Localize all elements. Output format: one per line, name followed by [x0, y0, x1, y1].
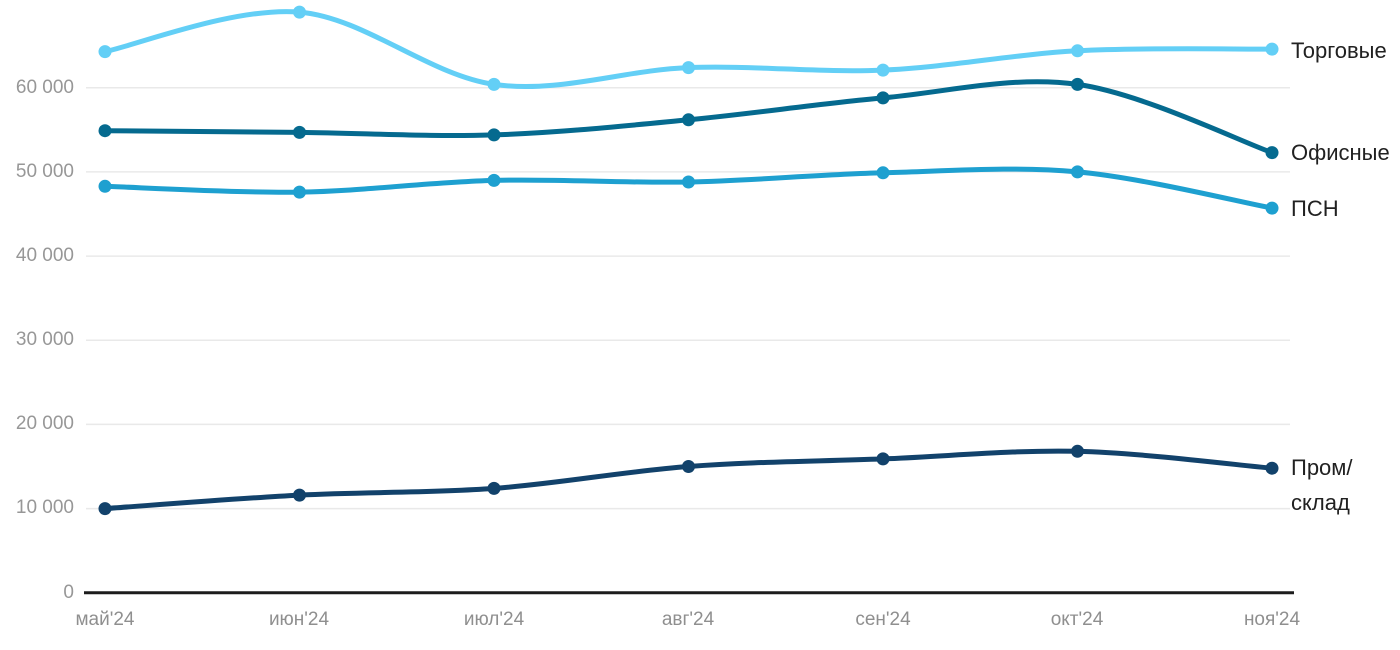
data-point-series-1	[1265, 146, 1279, 160]
data-point-series-2	[98, 179, 112, 193]
legend-label-ofisnye: Офисные	[1291, 140, 1390, 165]
data-point-series-2	[682, 175, 695, 189]
series-line-3	[102, 448, 1275, 512]
data-point-series-0	[682, 61, 695, 75]
data-point-series-0	[1265, 42, 1279, 56]
data-point-series-0	[1071, 44, 1084, 58]
data-point-series-3	[98, 502, 112, 516]
data-point-series-2	[1071, 165, 1084, 179]
data-point-series-2	[487, 173, 501, 187]
y-tick-label: 60 000	[15, 77, 74, 98]
x-tick-label: окт'24	[1050, 609, 1104, 630]
data-point-series-2	[293, 185, 306, 199]
y-tick-label: 30 000	[15, 329, 74, 350]
y-tick-label: 50 000	[15, 161, 74, 182]
data-point-series-0	[487, 77, 501, 91]
x-tick-label: май'24	[75, 609, 135, 630]
x-tick-label: авг'24	[661, 609, 715, 630]
data-point-series-3	[876, 452, 890, 466]
series-line-2	[102, 166, 1275, 211]
data-point-series-0	[876, 63, 890, 77]
data-point-series-1	[682, 113, 695, 127]
data-point-series-3	[293, 488, 306, 502]
y-tick-label: 40 000	[15, 245, 74, 266]
data-point-series-2	[1265, 201, 1279, 215]
legend-label-prom-sklad: Пром/склад	[1291, 455, 1353, 515]
data-point-series-0	[98, 45, 112, 59]
y-tick-label: 0	[63, 582, 74, 603]
x-tick-label: ноя'24	[1243, 609, 1301, 630]
data-point-series-1	[876, 91, 890, 105]
data-point-series-0	[293, 5, 306, 19]
data-point-series-3	[1071, 444, 1084, 458]
data-point-series-1	[1071, 77, 1084, 91]
series-line-0	[102, 9, 1275, 89]
x-tick-label: июл'24	[463, 609, 525, 630]
legend-label-torgovye: Торговые	[1291, 38, 1387, 63]
data-point-series-1	[98, 124, 112, 138]
data-point-series-3	[1265, 461, 1279, 475]
data-point-series-2	[876, 166, 890, 180]
x-tick-label: сен'24	[855, 609, 911, 630]
data-point-series-3	[682, 460, 695, 473]
legend-label-psn: ПСН	[1291, 196, 1339, 221]
x-tick-label: июн'24	[268, 609, 330, 630]
data-point-series-1	[487, 128, 501, 142]
data-point-series-3	[487, 481, 501, 495]
y-tick-label: 20 000	[15, 413, 74, 434]
y-tick-label: 10 000	[15, 497, 74, 518]
data-point-series-1	[293, 125, 306, 139]
